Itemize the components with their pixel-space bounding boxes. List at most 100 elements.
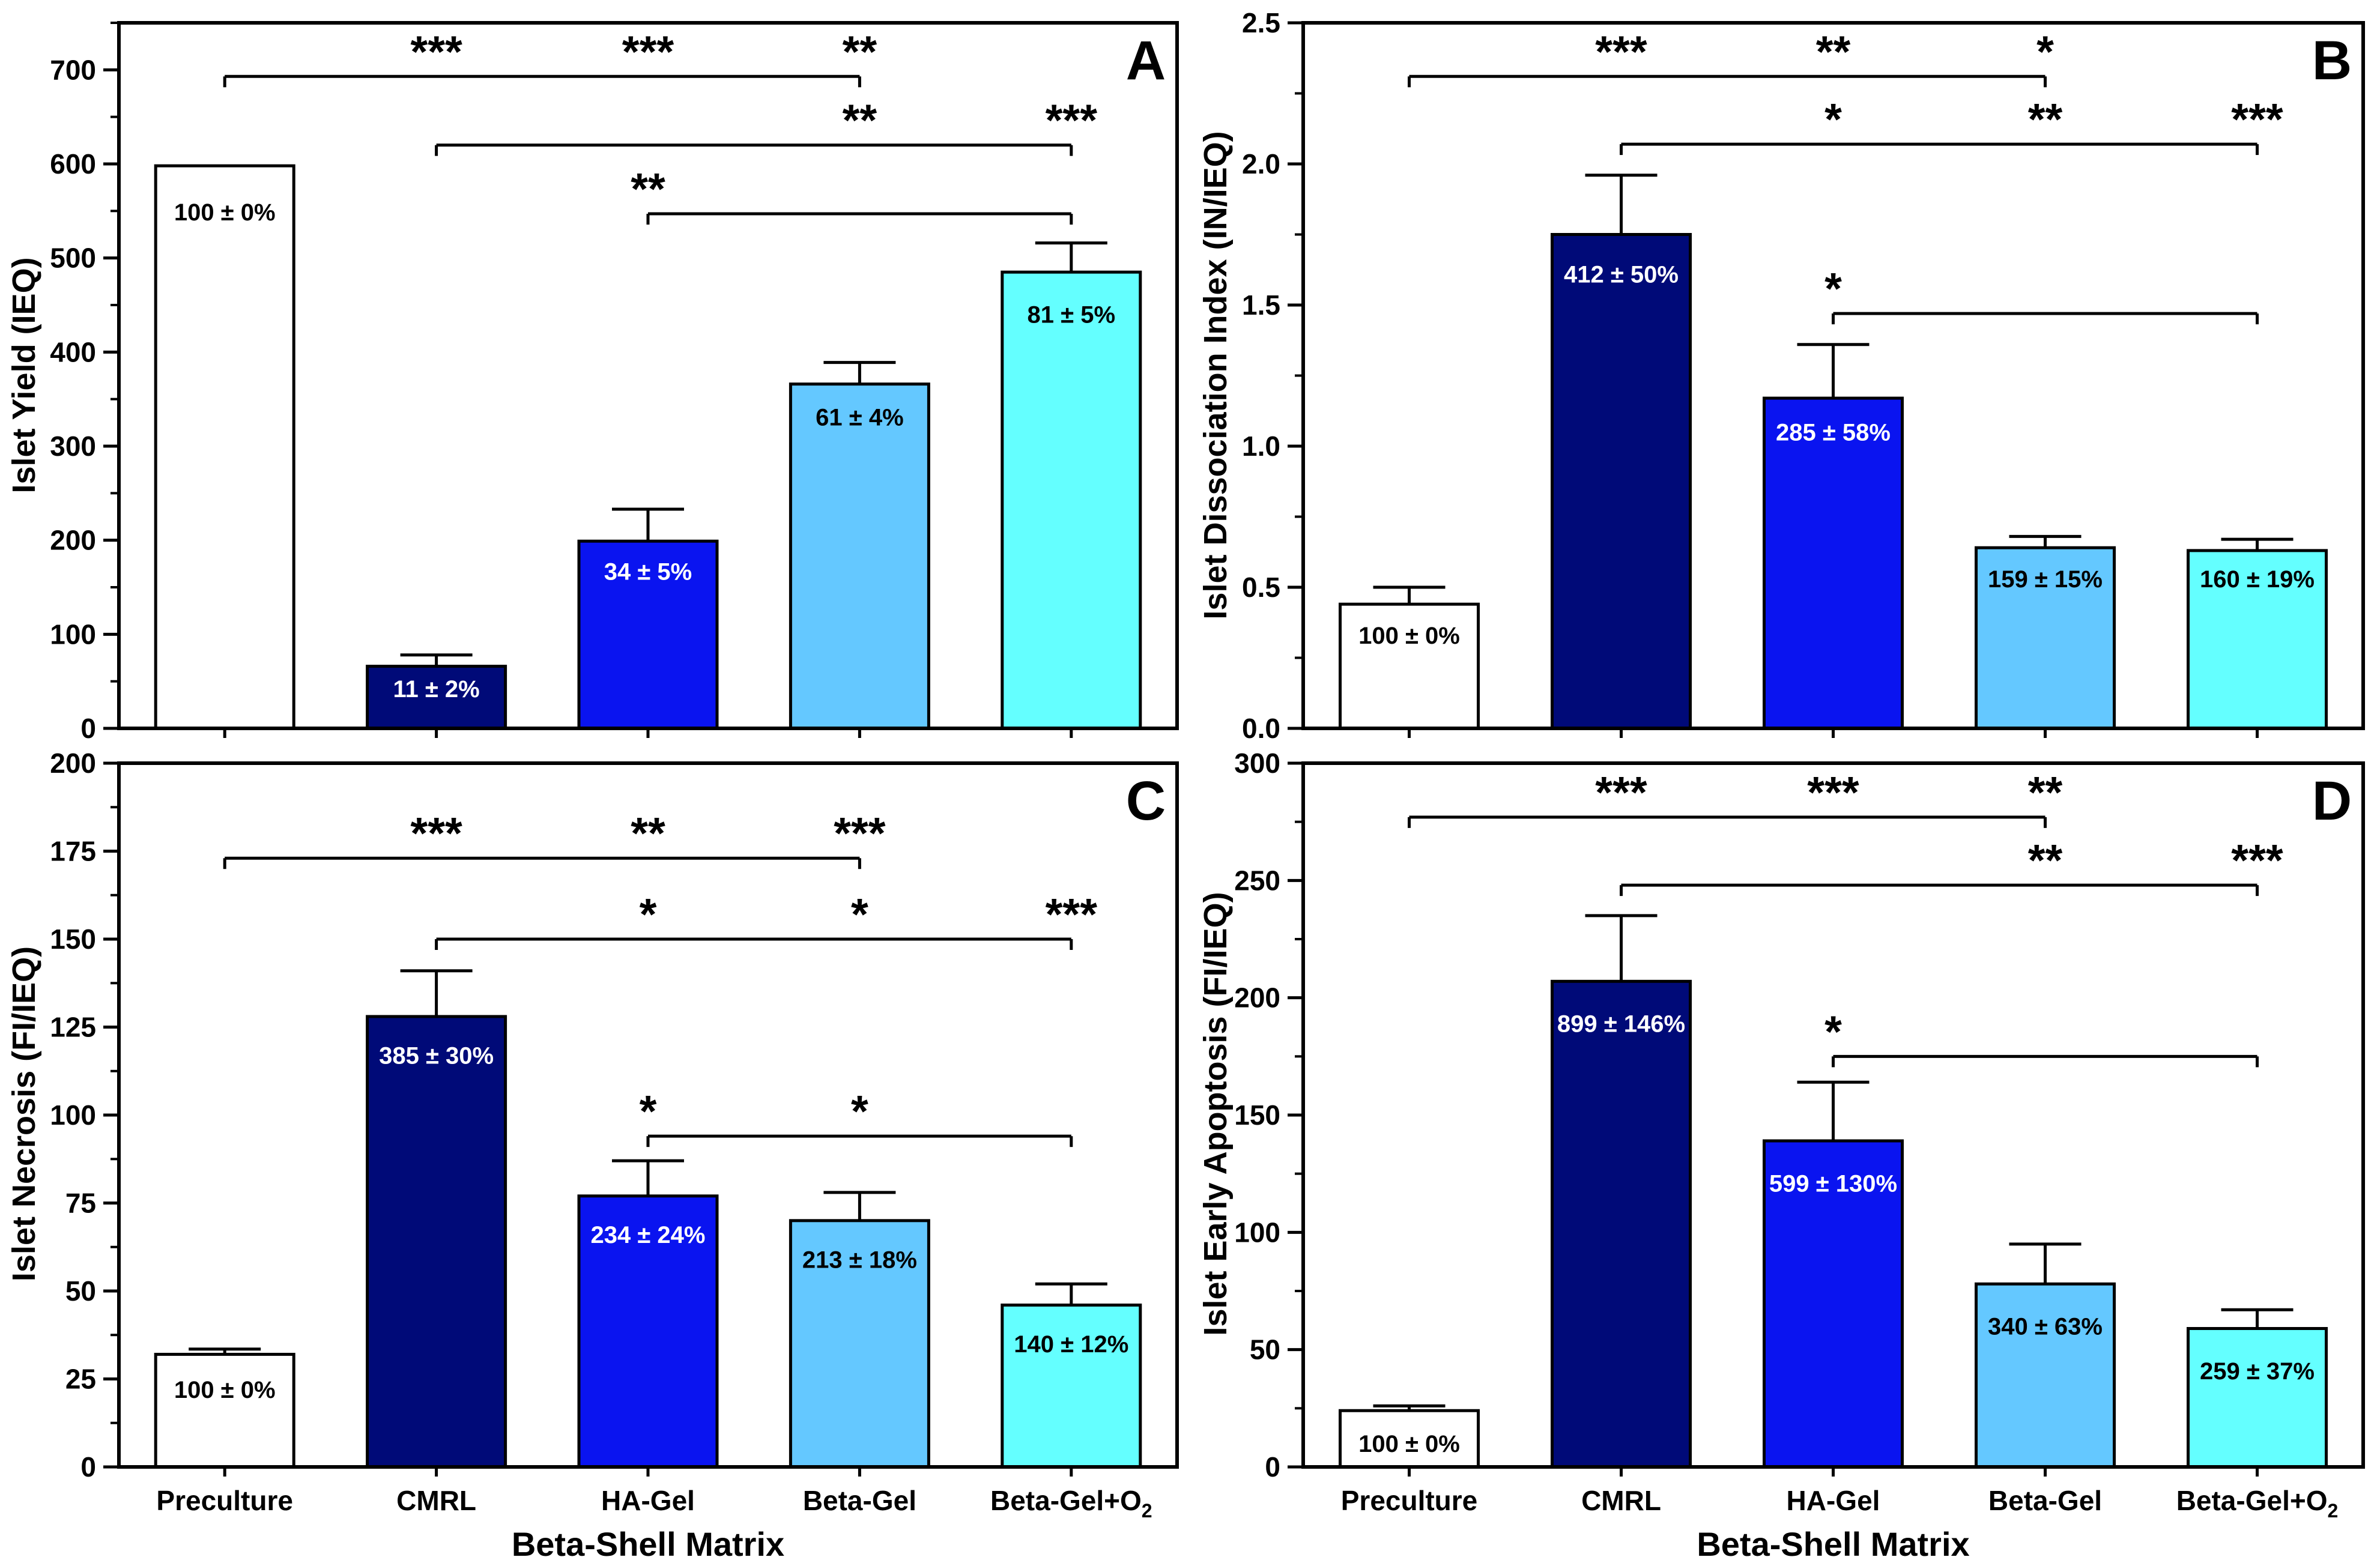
bar-a-3 <box>789 382 930 730</box>
y-tick-label: 300 <box>50 431 96 462</box>
subscript-2: 2 <box>1142 1500 1152 1522</box>
significance-stars: ** <box>2028 94 2063 144</box>
x-category-label: Beta-Gel+O2 <box>2176 1485 2339 1522</box>
y-axis-title: Islet Early Apoptosis (FI/IEQ) <box>1198 892 1234 1335</box>
significance-stars: *** <box>410 808 462 858</box>
significance-stars: ** <box>631 164 665 214</box>
y-tick-label: 50 <box>65 1275 96 1307</box>
significance-stars: *** <box>622 26 674 76</box>
bar-c-3 <box>789 1219 930 1469</box>
data-label-3: 340 ± 63% <box>1988 1314 2103 1340</box>
x-category-label: Preculture <box>1341 1485 1478 1516</box>
significance-stars: ** <box>1816 26 1851 76</box>
data-label-0: 100 ± 0% <box>1358 1431 1460 1457</box>
x-axis-title: Beta-Shell Matrix <box>1697 1525 1969 1563</box>
y-tick-label: 150 <box>50 924 96 955</box>
x-axis-title: Beta-Shell Matrix <box>512 1525 784 1563</box>
x-category-label: Beta-Gel <box>1988 1485 2102 1516</box>
data-label-1: 899 ± 146% <box>1557 1011 1685 1038</box>
y-tick-label: 250 <box>1234 865 1280 896</box>
data-label-4: 160 ± 19% <box>2200 566 2315 593</box>
data-label-3: 61 ± 4% <box>816 404 903 431</box>
panel-letter: A <box>1126 30 1166 91</box>
y-tick-label: 0 <box>80 713 96 744</box>
significance-stars: ** <box>2028 835 2063 885</box>
data-label-4: 140 ± 12% <box>1014 1331 1128 1358</box>
y-tick-label: 100 <box>1234 1217 1280 1248</box>
y-tick-label: 500 <box>50 243 96 274</box>
y-tick-label: 25 <box>65 1364 96 1395</box>
data-label-3: 159 ± 15% <box>1988 566 2103 593</box>
bar-b-4 <box>2187 549 2328 730</box>
significance-stars: *** <box>834 808 886 858</box>
y-tick-label: 100 <box>50 1099 96 1131</box>
significance-stars: * <box>2036 26 2054 76</box>
significance-stars: *** <box>1046 889 1098 939</box>
chart-panel-d: 100 ± 0% 899 ± 146% 599 ± 130% 340 ± 63% 259… <box>1198 748 2365 1563</box>
chart-panel-a: 100 ± 0% 11 ± 2% 34 ± 5% 61 ± 4% 81 ± 5% 0 100… <box>6 21 1179 744</box>
significance-stars: ** <box>843 26 877 76</box>
y-tick-label: 200 <box>50 748 96 779</box>
y-tick-label: 75 <box>65 1188 96 1219</box>
bar-c-4 <box>1001 1303 1142 1469</box>
significance-stars: *** <box>2231 94 2283 144</box>
chart-panel-c: 100 ± 0% 385 ± 30% 234 ± 24% 213 ± 18% 140 ±… <box>6 748 1179 1563</box>
significance-stars: * <box>851 1086 868 1136</box>
bar-a-0 <box>154 164 295 730</box>
data-label-0: 100 ± 0% <box>1358 623 1460 649</box>
x-category-label: Beta-Gel <box>803 1485 916 1516</box>
y-tick-label: 0.0 <box>1242 713 1280 744</box>
bar-b-0 <box>1339 602 1480 730</box>
y-axis-title: Islet Dissociation Index (IN/IEQ) <box>1198 131 1234 619</box>
significance-stars: * <box>640 889 657 939</box>
x-category-label: HA-Gel <box>601 1485 695 1516</box>
data-label-4: 259 ± 37% <box>2200 1358 2315 1385</box>
data-label-2: 34 ± 5% <box>604 558 692 585</box>
significance-stars: * <box>851 889 868 939</box>
bar-d-0 <box>1339 1409 1480 1469</box>
significance-stars: * <box>640 1086 657 1136</box>
y-tick-label: 100 <box>50 618 96 650</box>
significance-stars: ** <box>631 808 665 858</box>
y-axis-title: Islet Yield (IEQ) <box>6 257 42 493</box>
y-tick-label: 300 <box>1234 748 1280 779</box>
data-label-0: 100 ± 0% <box>174 1377 276 1403</box>
data-label-1: 412 ± 50% <box>1564 261 1679 288</box>
y-tick-label: 50 <box>1250 1334 1280 1365</box>
x-category-label: CMRL <box>1581 1485 1661 1516</box>
data-label-0: 100 ± 0% <box>174 199 276 226</box>
bar-c-1 <box>366 1015 507 1469</box>
panel-letter: D <box>2312 770 2352 832</box>
subscript-2: 2 <box>2328 1500 2339 1522</box>
x-category-label: Beta-Gel+O2 <box>990 1485 1152 1522</box>
bar-a-4 <box>1001 270 1142 730</box>
bar-d-3 <box>1975 1282 2116 1469</box>
significance-stars: *** <box>1595 767 1647 817</box>
y-tick-label: 175 <box>50 836 96 867</box>
x-category-label: Preculture <box>156 1485 293 1516</box>
significance-stars: *** <box>1807 767 1859 817</box>
data-label-4: 81 ± 5% <box>1028 302 1115 328</box>
y-tick-label: 700 <box>50 54 96 85</box>
data-label-3: 213 ± 18% <box>802 1247 917 1273</box>
significance-stars: ** <box>843 95 877 145</box>
bar-d-1 <box>1551 979 1692 1469</box>
y-tick-label: 150 <box>1234 1099 1280 1131</box>
y-tick-label: 1.0 <box>1242 431 1280 462</box>
y-tick-label: 0 <box>80 1451 96 1483</box>
data-label-1: 11 ± 2% <box>393 676 479 703</box>
significance-stars: * <box>1824 1006 1842 1056</box>
significance-stars: *** <box>2231 835 2283 885</box>
y-tick-label: 2.0 <box>1242 148 1280 180</box>
bar-b-3 <box>1975 546 2116 730</box>
y-tick-label: 1.5 <box>1242 289 1280 321</box>
y-tick-label: 600 <box>50 148 96 180</box>
data-label-2: 599 ± 130% <box>1769 1170 1897 1197</box>
bar-d-2 <box>1763 1139 1904 1469</box>
bar-c-0 <box>154 1352 295 1469</box>
y-tick-label: 0.5 <box>1242 572 1280 603</box>
significance-stars: *** <box>1046 95 1098 145</box>
data-label-2: 285 ± 58% <box>1776 420 1891 446</box>
bar-b-1 <box>1551 233 1692 730</box>
significance-stars: *** <box>1595 26 1647 76</box>
